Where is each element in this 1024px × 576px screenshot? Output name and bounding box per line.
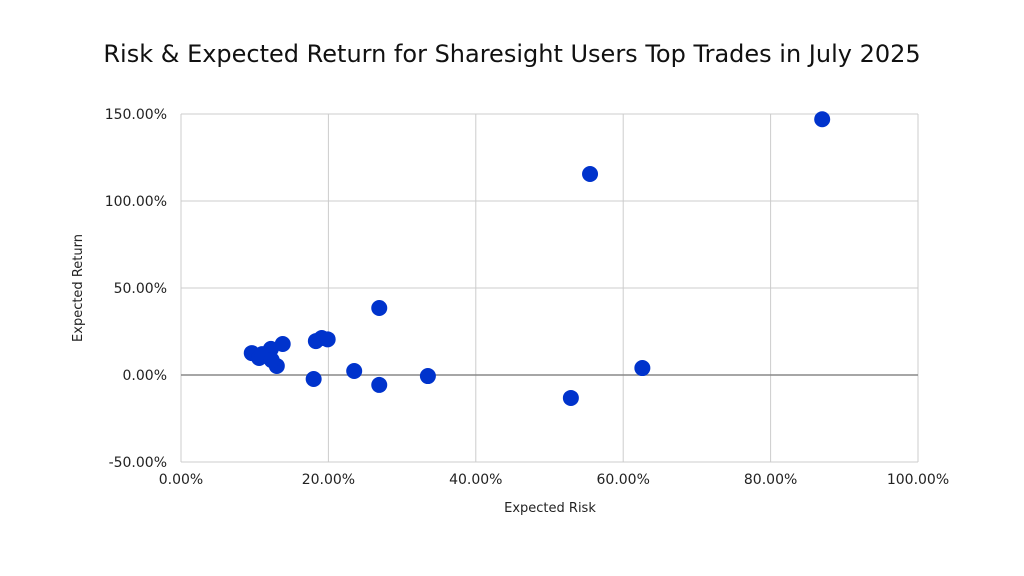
data-point <box>582 166 599 183</box>
data-point <box>305 371 322 388</box>
data-point <box>274 336 291 353</box>
y-tick-label: 0.00% <box>123 368 167 384</box>
x-tick-label: 20.00% <box>302 472 355 488</box>
x-axis-label: Expected Risk <box>504 501 596 516</box>
data-point <box>371 376 388 393</box>
y-tick-label: -50.00% <box>109 455 167 471</box>
data-point <box>371 300 388 317</box>
x-tick-label: 80.00% <box>744 472 797 488</box>
y-tick-label: 150.00% <box>105 107 167 123</box>
data-point <box>419 368 436 385</box>
y-tick-label: 100.00% <box>105 194 167 210</box>
x-tick-label: 40.00% <box>449 472 502 488</box>
x-tick-label: 100.00% <box>887 472 949 488</box>
data-point <box>562 389 579 406</box>
chart-title: Risk & Expected Return for Sharesight Us… <box>103 40 921 68</box>
x-tick-label: 60.00% <box>597 472 650 488</box>
x-tick-label: 0.00% <box>159 472 203 488</box>
data-point <box>263 352 280 369</box>
y-tick-label: 50.00% <box>114 281 167 297</box>
y-axis-label: Expected Return <box>71 234 86 342</box>
data-point <box>814 111 831 128</box>
data-point <box>319 331 336 348</box>
data-point <box>634 360 651 377</box>
data-point <box>346 362 363 379</box>
